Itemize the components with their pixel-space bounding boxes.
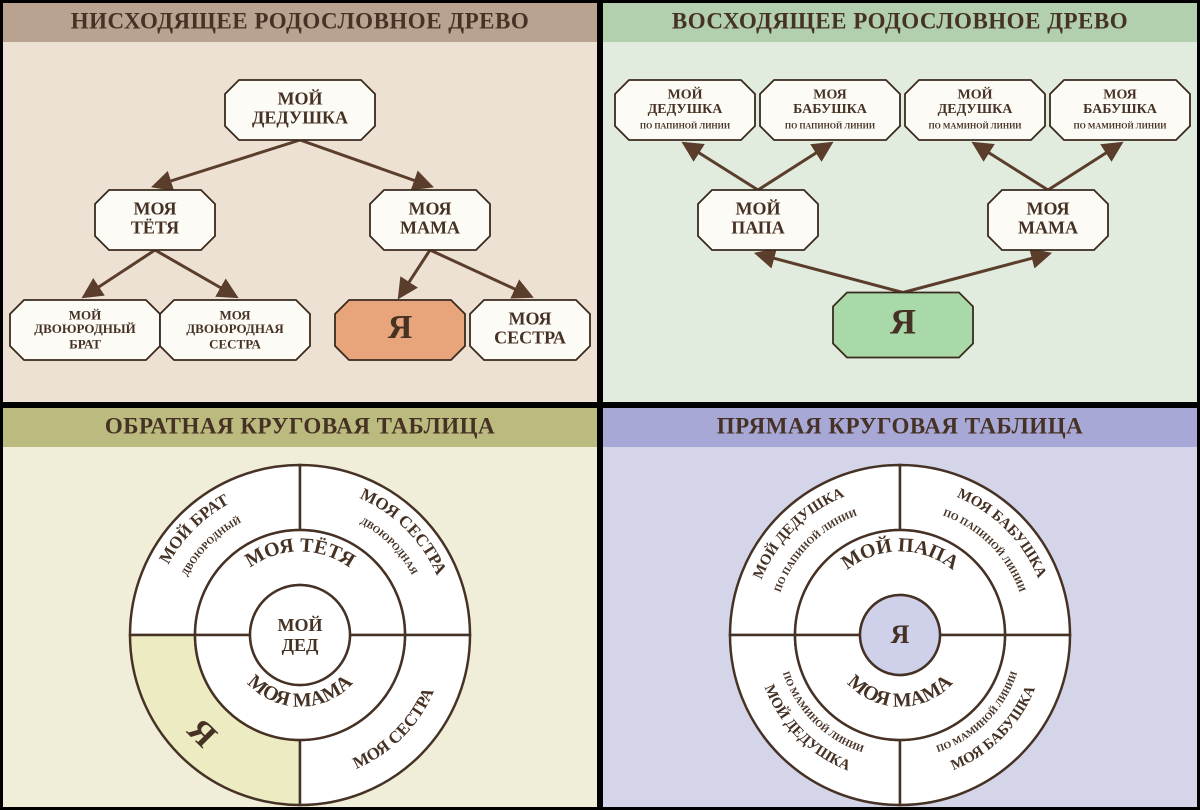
panel-title: ВОСХОДЯЩЕЕ РОДОСЛОВНОЕ ДРЕВО xyxy=(672,8,1128,33)
panel-title: НИСХОДЯЩЕЕ РОДОСЛОВНОЕ ДРЕВО xyxy=(71,8,529,33)
node-label: МОЙ xyxy=(668,86,703,103)
node-label: ПО МАМИНОЙ ЛИНИИ xyxy=(1073,122,1167,131)
panel: ОБРАТНАЯ КРУГОВАЯ ТАБЛИЦАМОЙДЕДМОЯ ТЁТЯМ… xyxy=(0,405,600,810)
infographic-root: НИСХОДЯЩЕЕ РОДОСЛОВНОЕ ДРЕВОМОЙДЕДУШКАМО… xyxy=(0,0,1200,810)
node-label: ПО ПАПИНОЙ ЛИНИИ xyxy=(640,122,731,131)
node-label: МАМА xyxy=(400,218,460,238)
node-label: МОЯ xyxy=(1026,199,1069,219)
node-label: ПО ПАПИНОЙ ЛИНИИ xyxy=(785,122,876,131)
node-label: БАБУШКА xyxy=(1083,102,1158,117)
node-label: ПАПА xyxy=(731,218,785,238)
node-label: МОЯ xyxy=(508,309,551,329)
node-label: ДЕДУШКА xyxy=(938,102,1014,117)
node-label: СЕСТРА xyxy=(494,328,566,348)
node-label: ТЁТЯ xyxy=(131,218,179,238)
node-label: МОЯ xyxy=(1103,88,1137,103)
node-label: Я xyxy=(388,309,413,346)
node-label: БАБУШКА xyxy=(793,102,868,117)
node-label: МОЙ xyxy=(958,86,993,103)
panel-title: ОБРАТНАЯ КРУГОВАЯ ТАБЛИЦА xyxy=(105,413,495,438)
node-label: МОЯ xyxy=(408,199,451,219)
node-label: ДВОЮРОДНЫЙ xyxy=(34,321,136,336)
node-label: МОЯ xyxy=(133,199,176,219)
node-label: ПО МАМИНОЙ ЛИНИИ xyxy=(928,122,1022,131)
node-label: ДВОЮРОДНАЯ xyxy=(186,321,284,336)
node-label: СЕСТРА xyxy=(209,337,261,352)
node-label: БРАТ xyxy=(69,337,101,352)
node-label: ДЕДУШКА xyxy=(648,102,724,117)
node-label: МАМА xyxy=(1018,218,1078,238)
node-label: МОЙ xyxy=(736,198,781,219)
svg-text:ДЕД: ДЕД xyxy=(282,635,319,655)
node-label: МОЯ xyxy=(813,88,847,103)
panel-title: ПРЯМАЯ КРУГОВАЯ ТАБЛИЦА xyxy=(717,413,1083,438)
node-label: МОЙ xyxy=(278,88,323,109)
svg-text:МОЙ: МОЙ xyxy=(278,614,323,635)
node-label: Я xyxy=(890,301,916,341)
svg-text:Я: Я xyxy=(891,620,910,649)
panel: ВОСХОДЯЩЕЕ РОДОСЛОВНОЕ ДРЕВОМОЙДЕДУШКАПО… xyxy=(600,0,1200,405)
panel: НИСХОДЯЩЕЕ РОДОСЛОВНОЕ ДРЕВО МОЙДЕДУШКА МО… xyxy=(0,0,600,405)
node-label: ДЕДУШКА xyxy=(252,108,348,128)
panel: ПРЯМАЯ КРУГОВАЯ ТАБЛИЦАЯМОЙ ПАПАМОЯ МАМА… xyxy=(600,405,1200,810)
